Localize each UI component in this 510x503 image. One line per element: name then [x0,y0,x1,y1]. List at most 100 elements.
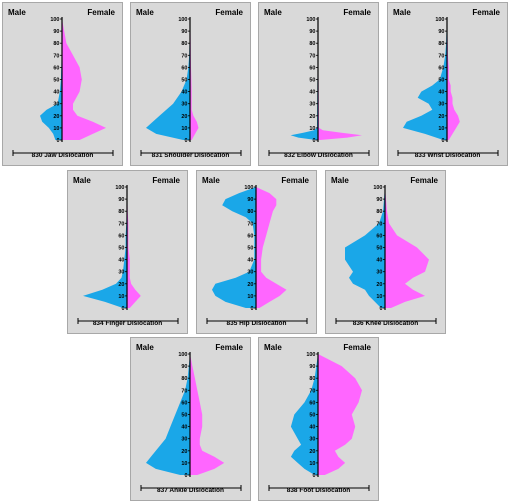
y-tick-label: 50 [181,413,187,419]
y-tick-label: 0 [56,138,59,144]
y-tick-label: 50 [309,413,315,419]
y-tick-label: 80 [309,376,315,382]
plot-area: 0 10 20 30 40 50 60 70 80 90 100 [77,185,179,324]
y-tick-label: 80 [438,41,444,47]
y-tick-label: 40 [309,425,315,431]
y-tick-label: 20 [53,114,59,120]
female-label: Female [87,8,115,17]
y-tick-label: 50 [438,78,444,84]
female-area [385,187,429,308]
y-tick-label: 90 [53,29,59,35]
y-tick-label: 50 [181,78,187,84]
plot-area: 0 10 20 30 40 50 60 70 80 90 100 [335,185,437,324]
chart-caption: 836 Knee Dislocation [352,320,419,327]
chart-caption: 838 Foot Dislocation [286,487,351,494]
female-area [318,19,362,140]
y-tick-label: 70 [247,221,253,227]
y-tick-label: 100 [115,185,124,191]
chart-caption: 830 Jaw Dislocation [31,152,94,159]
y-tick-label: 100 [244,185,253,191]
y-tick-label: 80 [247,209,253,215]
plot-area: 0 10 20 30 40 50 60 70 80 90 100 [268,352,370,491]
y-tick-label: 40 [438,90,444,96]
y-tick-label: 90 [118,197,124,203]
y-tick-label: 90 [247,197,253,203]
y-tick-label: 10 [376,294,382,300]
y-tick-label: 20 [376,282,382,288]
female-area [318,354,362,475]
chart-panel: Male Female 0 10 20 30 40 50 60 70 80 90 100 836 K… [325,170,446,334]
male-area [83,187,127,308]
y-tick-label: 40 [53,90,59,96]
y-tick-label: 10 [181,461,187,467]
y-tick-label: 20 [309,114,315,120]
y-tick-label: 20 [181,449,187,455]
male-label: Male [202,176,220,185]
y-tick-label: 0 [441,138,444,144]
male-area [146,19,190,140]
chart-panel: Male Female 0 10 20 30 40 50 60 70 80 90 100 835 H… [196,170,317,334]
y-tick-label: 20 [181,114,187,120]
y-tick-label: 0 [312,138,315,144]
female-area [256,187,287,308]
y-tick-label: 30 [118,270,124,276]
y-tick-label: 90 [309,364,315,370]
male-label: Male [73,176,91,185]
chart-caption: 833 Wrist Dislocation [414,152,481,159]
y-tick-label: 10 [309,461,315,467]
y-tick-label: 30 [247,270,253,276]
chart-panel: Male Female 0 10 20 30 40 50 60 70 80 90 100 832 E… [258,2,379,166]
y-tick-label: 40 [181,425,187,431]
female-label: Female [215,8,243,17]
y-tick-label: 70 [181,388,187,394]
y-tick-label: 100 [178,352,187,358]
y-tick-label: 0 [379,306,382,312]
y-tick-label: 100 [50,17,59,23]
y-tick-label: 10 [438,126,444,132]
y-tick-label: 40 [181,90,187,96]
female-area [190,19,199,140]
y-tick-label: 100 [306,17,315,23]
male-area [146,354,190,475]
y-tick-label: 10 [53,126,59,132]
y-tick-label: 60 [309,400,315,406]
female-area [447,19,460,140]
male-label: Male [331,176,349,185]
y-tick-label: 90 [181,29,187,35]
y-tick-label: 60 [376,233,382,239]
y-tick-label: 10 [181,126,187,132]
male-area [290,354,318,475]
female-area [127,187,141,308]
chart-panel: Male Female 0 10 20 30 40 50 60 70 80 90 100 833 W… [387,2,508,166]
male-area [40,19,62,140]
y-tick-label: 100 [306,352,315,358]
y-tick-label: 0 [184,138,187,144]
y-tick-label: 60 [118,233,124,239]
female-label: Female [215,343,243,352]
y-tick-label: 10 [118,294,124,300]
y-tick-label: 90 [438,29,444,35]
female-label: Female [281,176,309,185]
male-label: Male [264,343,282,352]
y-tick-label: 60 [181,400,187,406]
y-tick-label: 80 [376,209,382,215]
chart-caption: 831 Shoulder Dislocation [151,152,230,159]
y-tick-label: 50 [376,246,382,252]
y-tick-label: 80 [53,41,59,47]
y-tick-label: 100 [373,185,382,191]
male-label: Male [393,8,411,17]
y-tick-label: 70 [118,221,124,227]
female-label: Female [410,176,438,185]
y-tick-label: 0 [184,473,187,479]
plot-area: 0 10 20 30 40 50 60 70 80 90 100 [268,17,370,156]
y-tick-label: 70 [309,388,315,394]
y-tick-label: 90 [309,29,315,35]
male-label: Male [8,8,26,17]
y-tick-label: 0 [250,306,253,312]
y-tick-label: 50 [309,78,315,84]
y-tick-label: 80 [181,41,187,47]
y-tick-label: 70 [53,53,59,59]
y-tick-label: 90 [181,364,187,370]
male-label: Male [136,343,154,352]
y-tick-label: 50 [247,246,253,252]
